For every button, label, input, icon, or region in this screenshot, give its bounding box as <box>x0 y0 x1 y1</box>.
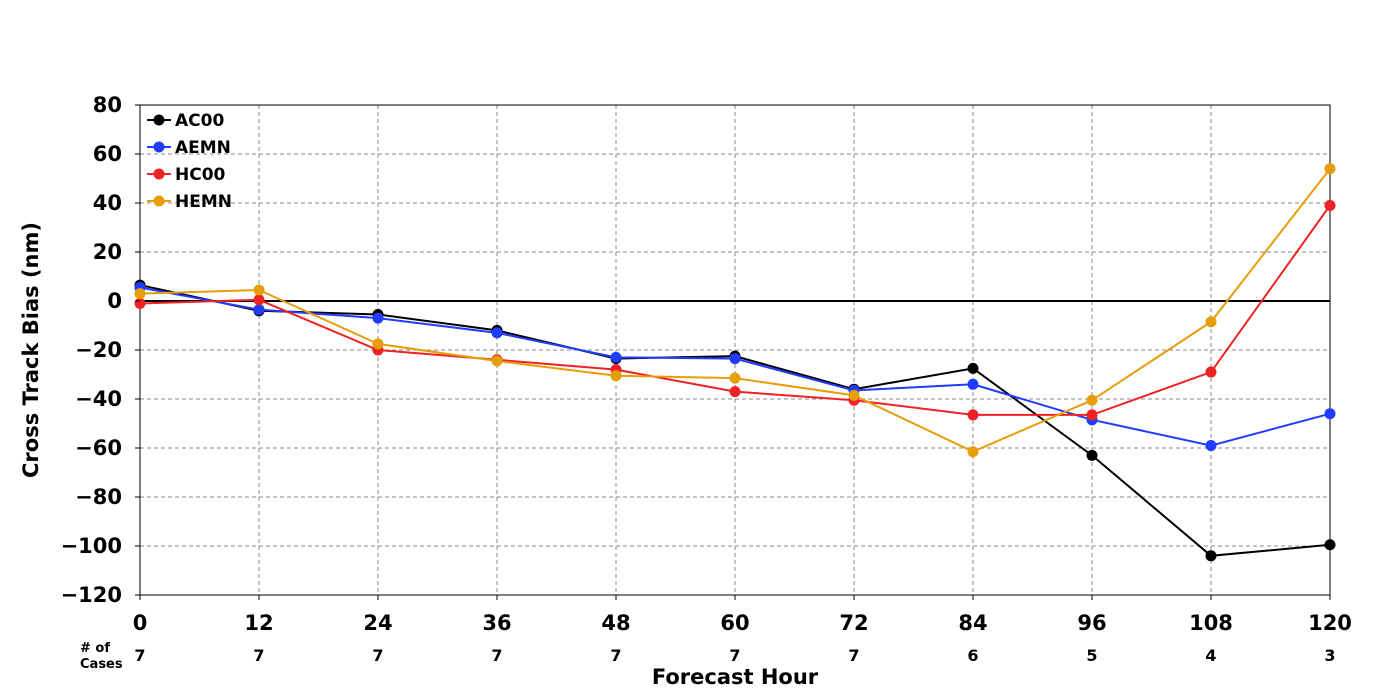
data-point-hemn <box>848 389 860 401</box>
data-point-hemn <box>610 370 622 382</box>
x-tick-label: 12 <box>244 611 273 635</box>
y-axis-title: Cross Track Bias (nm) <box>19 222 43 478</box>
data-point-hemn <box>134 288 146 300</box>
case-count: 7 <box>848 646 859 665</box>
data-point-ac00 <box>1205 550 1217 562</box>
x-tick-label: 72 <box>839 611 868 635</box>
case-count: 3 <box>1324 646 1335 665</box>
data-point-hc00 <box>1086 409 1098 421</box>
data-point-hc00 <box>253 294 265 306</box>
data-point-hc00 <box>1205 366 1217 378</box>
cases-title-line: Cases <box>80 657 123 672</box>
y-tick-label: −100 <box>61 534 122 558</box>
case-count: 7 <box>729 646 740 665</box>
y-tick-label: −20 <box>75 338 122 362</box>
legend-swatch-marker <box>153 114 165 126</box>
y-tick-label: −120 <box>61 583 122 607</box>
x-tick-label: 120 <box>1308 611 1352 635</box>
x-tick-label: 0 <box>133 611 148 635</box>
case-count: 7 <box>134 646 145 665</box>
legend-entry: AEMN <box>175 138 231 158</box>
data-point-hemn <box>253 284 265 296</box>
case-count: 7 <box>253 646 264 665</box>
legend: AC00 AEMN HC00 HEMN <box>147 111 232 212</box>
data-point-aemn <box>1324 408 1336 420</box>
data-point-aemn <box>253 304 265 316</box>
data-point-aemn <box>491 327 503 339</box>
y-tick-label: 0 <box>107 289 122 313</box>
legend-swatch-marker <box>153 168 165 180</box>
case-count: 7 <box>491 646 502 665</box>
legend-swatch-marker <box>153 195 165 207</box>
y-tick-label: 60 <box>93 142 122 166</box>
data-point-hemn <box>1324 163 1336 175</box>
data-point-hc00 <box>134 297 146 309</box>
x-tick-label: 48 <box>601 611 630 635</box>
x-tick-label: 60 <box>720 611 749 635</box>
data-point-hemn <box>491 355 503 367</box>
data-point-hc00 <box>729 386 741 398</box>
data-point-hc00 <box>967 409 979 421</box>
case-count: 7 <box>372 646 383 665</box>
legend-entry: AC00 <box>175 111 224 131</box>
case-counts: # of Cases 7 7 7 7 7 7 7 6 5 4 3 <box>80 641 1336 672</box>
series-lines <box>134 163 1336 562</box>
y-tick-label: 80 <box>93 93 122 117</box>
x-tick-label: 108 <box>1189 611 1233 635</box>
case-count: 7 <box>610 646 621 665</box>
y-tick-label: 20 <box>93 240 122 264</box>
cases-title: # of Cases <box>80 641 123 672</box>
y-tick-label: 40 <box>93 191 122 215</box>
data-point-hemn <box>1205 316 1217 328</box>
data-point-hc00 <box>1324 199 1336 211</box>
grid <box>139 104 1331 596</box>
tick-labels: 80 60 40 20 0 −20 −40 −60 −80 −100 −120 0 12 24 36 48 60… <box>61 93 1352 635</box>
legend-entry: HEMN <box>175 192 232 212</box>
data-point-aemn <box>372 312 384 324</box>
x-tick-label: 96 <box>1077 611 1106 635</box>
case-count: 6 <box>967 646 978 665</box>
x-tick-label: 84 <box>958 611 987 635</box>
legend-entry: HC00 <box>175 165 226 185</box>
data-point-hemn <box>1086 394 1098 406</box>
y-tick-label: −80 <box>75 485 122 509</box>
y-tick-label: −60 <box>75 436 122 460</box>
data-point-aemn <box>610 351 622 363</box>
case-count: 4 <box>1205 646 1216 665</box>
y-tick-label: −40 <box>75 387 122 411</box>
x-tick-label: 24 <box>363 611 392 635</box>
x-axis-title: Forecast Hour <box>652 665 819 689</box>
data-point-aemn <box>1205 440 1217 452</box>
data-point-hemn <box>372 338 384 350</box>
data-point-ac00 <box>1324 539 1336 551</box>
x-tick-label: 36 <box>482 611 511 635</box>
data-point-aemn <box>967 378 979 390</box>
cases-title-line: # of <box>80 641 110 656</box>
data-point-aemn <box>729 353 741 365</box>
case-count: 5 <box>1086 646 1097 665</box>
data-point-hemn <box>729 372 741 384</box>
legend-swatch-marker <box>153 141 165 153</box>
data-point-ac00 <box>1086 449 1098 461</box>
data-point-ac00 <box>967 362 979 374</box>
data-point-hemn <box>967 446 979 458</box>
